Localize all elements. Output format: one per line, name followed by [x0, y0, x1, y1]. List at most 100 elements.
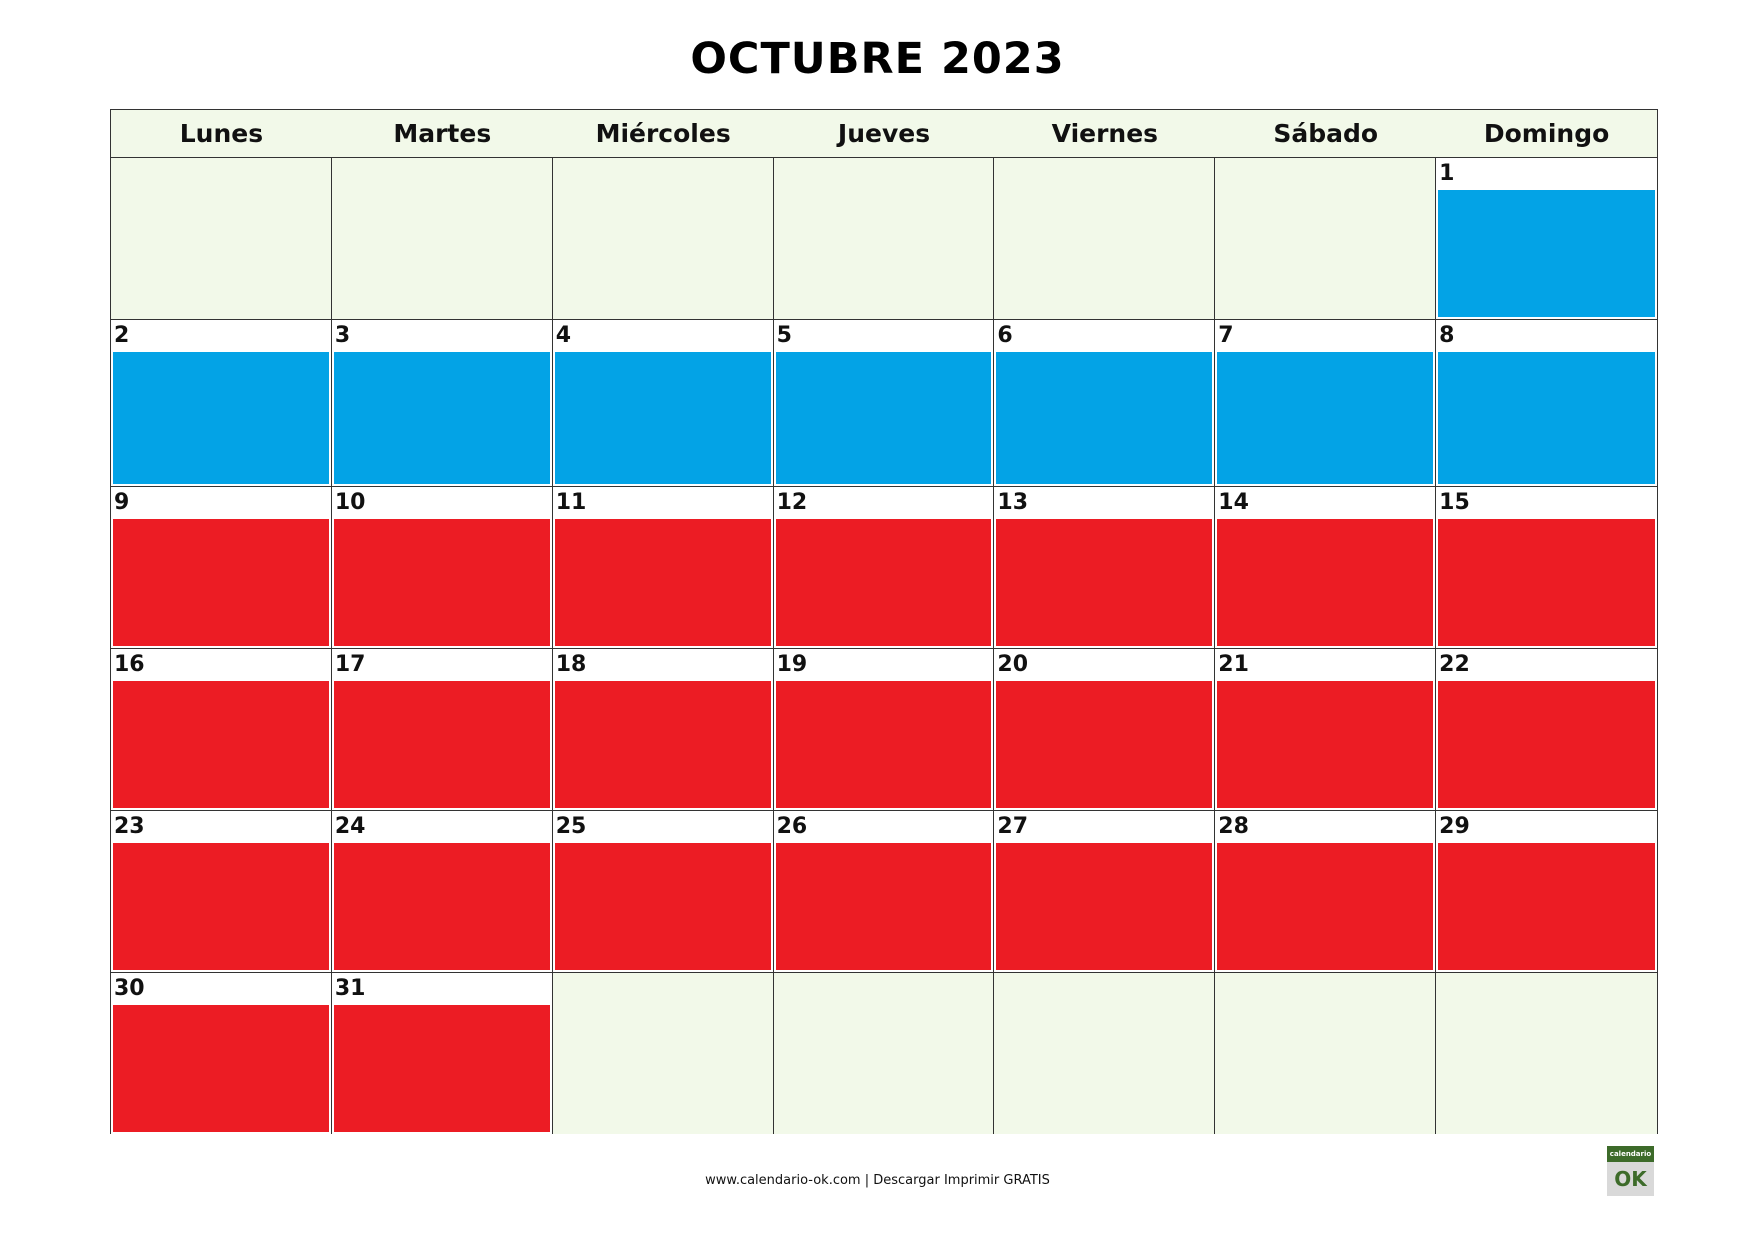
day-number: 6	[997, 323, 1013, 348]
day-cell: 27	[994, 811, 1216, 973]
day-color-block	[1217, 681, 1434, 808]
day-color-block	[113, 843, 329, 970]
day-color-block	[554, 681, 771, 808]
day-number: 7	[1218, 323, 1234, 348]
footer-text: www.calendario-ok.com | Descargar Imprim…	[705, 1173, 1050, 1188]
empty-day-cell	[1215, 158, 1437, 320]
empty-day-cell	[331, 158, 553, 320]
day-color-block	[554, 352, 771, 484]
day-color-block	[113, 352, 329, 484]
day-color-block	[1438, 352, 1655, 484]
day-color-block	[1438, 519, 1655, 646]
calendar-grid: 1 2 3 4 5 6 7 8 9 10 11 12 13 14 15 16 17 18 19 20 21 22 23 24 2…	[111, 158, 1657, 1134]
day-cell: 4	[552, 320, 774, 487]
day-number: 11	[555, 490, 587, 515]
day-color-block	[333, 843, 550, 970]
weekday-header: Lunes Martes Miércoles Jueves Viernes Sá…	[111, 110, 1657, 158]
day-number: 5	[776, 323, 792, 348]
day-color-block	[554, 843, 771, 970]
day-color-block	[1438, 681, 1655, 808]
day-cell: 17	[331, 649, 553, 811]
day-cell: 11	[552, 487, 774, 649]
day-number: 12	[776, 490, 808, 515]
day-number: 22	[1439, 652, 1470, 677]
day-number: 4	[555, 323, 572, 348]
empty-day-cell	[773, 973, 995, 1134]
logo-top-text: calendario	[1607, 1146, 1654, 1162]
day-cell: 13	[994, 487, 1216, 649]
empty-day-cell	[773, 158, 995, 320]
day-cell: 22	[1436, 649, 1657, 811]
day-color-block	[113, 681, 329, 808]
day-cell: 5	[773, 320, 995, 487]
day-cell: 6	[994, 320, 1216, 487]
day-number: 3	[334, 323, 351, 348]
day-number: 9	[114, 490, 130, 515]
day-cell: 23	[111, 811, 332, 973]
day-color-block	[1217, 843, 1434, 970]
day-cell: 30	[111, 973, 332, 1134]
day-cell: 1	[1436, 158, 1657, 320]
day-number: 24	[334, 814, 366, 839]
day-number: 2	[114, 323, 130, 348]
day-number: 30	[114, 976, 145, 1001]
calendario-ok-logo: calendario OK	[1607, 1146, 1654, 1196]
day-cell: 19	[773, 649, 995, 811]
day-color-block	[996, 681, 1213, 808]
day-color-block	[333, 352, 550, 484]
day-number: 18	[555, 652, 587, 677]
day-number: 1	[1439, 161, 1455, 186]
day-cell: 16	[111, 649, 332, 811]
day-number: 25	[555, 814, 587, 839]
day-cell: 20	[994, 649, 1216, 811]
day-cell: 8	[1436, 320, 1657, 487]
empty-day-cell	[552, 158, 774, 320]
day-color-block	[333, 519, 550, 646]
day-cell: 15	[1436, 487, 1657, 649]
day-cell: 28	[1215, 811, 1437, 973]
day-number: 14	[1218, 490, 1249, 515]
day-cell: 7	[1215, 320, 1437, 487]
day-cell: 18	[552, 649, 774, 811]
day-color-block	[775, 519, 992, 646]
day-number: 31	[334, 976, 366, 1001]
calendar-title: OCTUBRE 2023	[690, 34, 1065, 84]
weekday-monday: Lunes	[179, 119, 264, 148]
day-number: 16	[114, 652, 145, 677]
weekday-wednesday: Miércoles	[595, 119, 731, 148]
day-number: 27	[997, 814, 1029, 839]
day-color-block	[113, 519, 329, 646]
day-cell: 21	[1215, 649, 1437, 811]
day-color-block	[1438, 190, 1655, 317]
day-cell: 24	[331, 811, 553, 973]
day-number: 19	[776, 652, 808, 677]
day-cell: 25	[552, 811, 774, 973]
day-cell: 2	[111, 320, 332, 487]
day-number: 29	[1439, 814, 1470, 839]
weekday-tuesday: Martes	[393, 119, 492, 148]
day-color-block	[775, 843, 992, 970]
day-color-block	[554, 519, 771, 646]
calendar-table: Lunes Martes Miércoles Jueves Viernes Sá…	[110, 109, 1658, 1134]
empty-day-cell	[111, 158, 332, 320]
day-number: 28	[1218, 814, 1249, 839]
weekday-friday: Viernes	[1051, 119, 1159, 148]
day-number: 21	[1218, 652, 1249, 677]
day-cell: 26	[773, 811, 995, 973]
day-color-block	[333, 681, 550, 808]
day-color-block	[775, 352, 992, 484]
day-color-block	[775, 681, 992, 808]
day-cell: 3	[331, 320, 553, 487]
day-number: 8	[1439, 323, 1455, 348]
day-number: 23	[114, 814, 145, 839]
empty-day-cell	[552, 973, 774, 1134]
day-cell: 31	[331, 973, 553, 1134]
logo-main-text: OK	[1614, 1167, 1647, 1191]
day-number: 13	[997, 490, 1029, 515]
day-number: 26	[776, 814, 808, 839]
day-cell: 9	[111, 487, 332, 649]
day-cell: 10	[331, 487, 553, 649]
weekday-thursday: Jueves	[837, 119, 931, 148]
empty-day-cell	[994, 973, 1216, 1134]
empty-day-cell	[1436, 973, 1657, 1134]
